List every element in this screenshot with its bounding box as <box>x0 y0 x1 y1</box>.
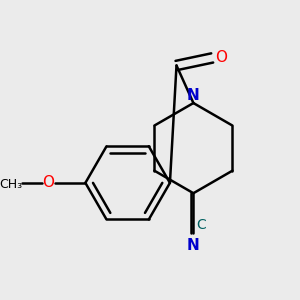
Text: N: N <box>187 88 200 103</box>
Text: O: O <box>216 50 228 65</box>
Text: N: N <box>187 238 200 253</box>
Text: O: O <box>42 176 54 190</box>
Text: C: C <box>196 218 206 232</box>
Text: CH₃: CH₃ <box>0 178 23 191</box>
